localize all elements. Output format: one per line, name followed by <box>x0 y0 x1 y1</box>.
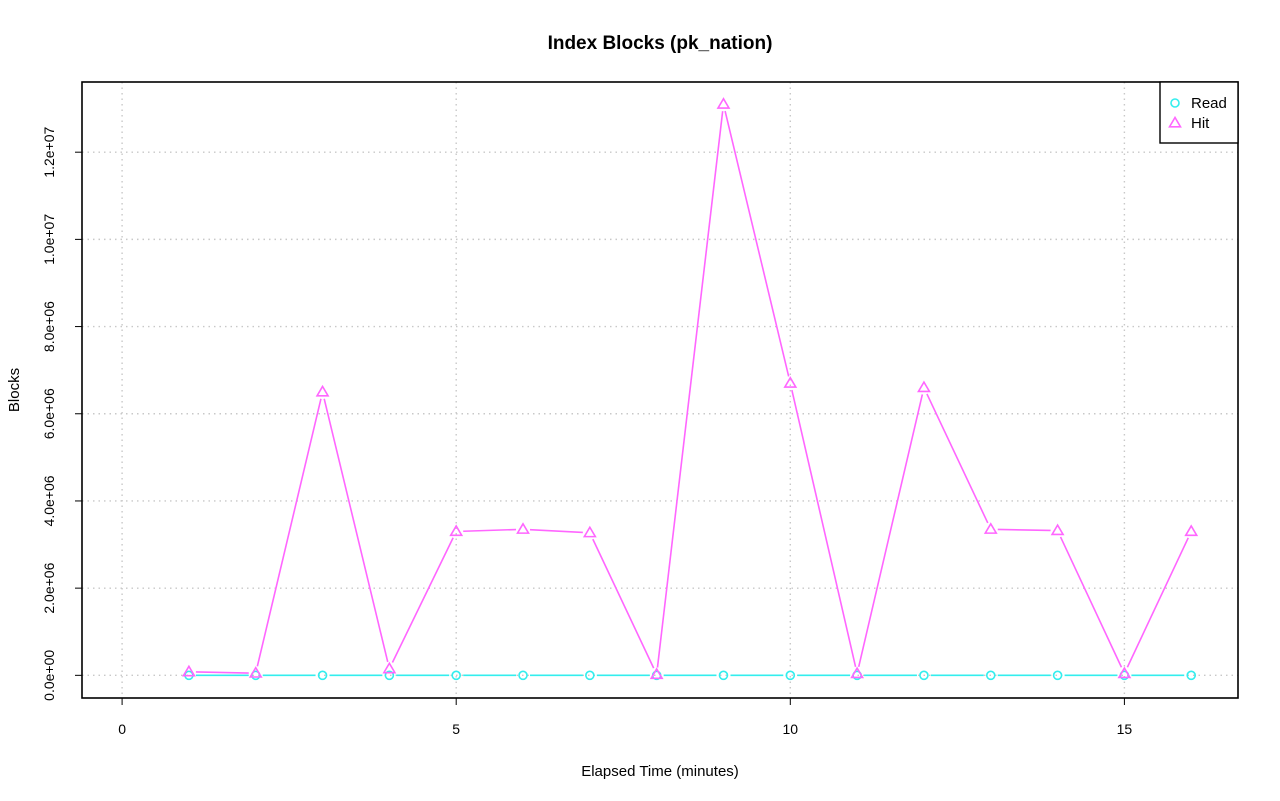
series-line-segment <box>592 538 655 669</box>
data-point-read <box>384 670 395 681</box>
series-line-segment <box>1059 536 1123 668</box>
grid <box>82 82 1238 698</box>
series-line-segment <box>463 528 517 533</box>
data-point-hit <box>783 376 798 388</box>
legend-marker-read <box>1170 98 1180 108</box>
data-point-read <box>317 670 328 681</box>
series-line-segment <box>656 111 724 668</box>
data-point-hit <box>182 664 196 677</box>
data-point-read <box>985 670 996 681</box>
y-tick-label: 2.0e+06 <box>41 562 57 613</box>
data-point-hit <box>1184 524 1199 537</box>
series-line-segment <box>529 528 583 534</box>
data-point-hit <box>850 666 865 679</box>
data-point-read <box>585 670 595 681</box>
legend-box <box>1159 81 1239 144</box>
data-point-hit <box>516 522 530 534</box>
data-point-hit <box>1117 666 1132 679</box>
plot-frame <box>81 81 1239 699</box>
series-layer <box>182 97 1199 681</box>
series-line-segment <box>926 393 989 524</box>
data-point-hit <box>582 525 597 538</box>
data-point-hit <box>382 661 397 674</box>
axes: 0 5 10 15 0.0e+00 2.0e+06 4.0e+06 6.0e+06 8.0e+0… <box>41 126 1132 737</box>
x-tick-label: 0 <box>118 721 126 737</box>
data-point-read <box>785 670 796 681</box>
data-point-read <box>518 670 528 681</box>
data-point-read <box>451 670 461 681</box>
legend-marker-hit <box>1168 115 1182 128</box>
data-point-hit <box>649 667 664 680</box>
x-tick-label: 5 <box>452 721 460 737</box>
data-point-hit <box>449 524 464 537</box>
y-tick-label: 4.0e+06 <box>41 475 57 526</box>
y-tick-label: 6.0e+06 <box>41 388 57 439</box>
y-tick-label: 1.0e+07 <box>41 214 57 265</box>
chart-title: Index Blocks (pk_nation) <box>548 33 773 54</box>
series-line-segment <box>256 398 322 667</box>
data-point-read <box>919 670 929 681</box>
data-point-hit <box>248 666 263 678</box>
y-axis-label: Blocks <box>6 368 23 412</box>
data-point-read <box>718 670 729 681</box>
x-tick-label: 15 <box>1117 721 1133 737</box>
series-line-segment <box>791 389 857 667</box>
series-line-segment <box>857 394 924 667</box>
data-point-hit <box>315 384 330 397</box>
series-line-segment <box>323 398 389 663</box>
series-line-segment <box>724 110 790 377</box>
x-tick-label: 10 <box>783 721 799 737</box>
series-line-segment <box>1126 537 1189 668</box>
data-point-read <box>1052 670 1063 681</box>
legend-label: Hit <box>1191 115 1210 132</box>
y-tick-label: 8.0e+06 <box>41 301 57 352</box>
series-line-segment <box>391 537 454 663</box>
data-point-hit <box>1050 523 1065 536</box>
y-tick-label: 1.2e+07 <box>41 126 57 177</box>
series-line-segment <box>195 671 249 674</box>
legend-label: Read <box>1191 95 1227 112</box>
series-line-segment <box>997 528 1051 532</box>
data-point-hit <box>983 522 998 534</box>
legend: Read Hit <box>1159 81 1239 144</box>
y-tick-label: 0.0e+00 <box>41 650 57 701</box>
data-point-hit <box>716 97 731 109</box>
data-point-hit <box>917 380 931 393</box>
data-point-read <box>1186 670 1197 681</box>
x-axis-label: Elapsed Time (minutes) <box>581 763 739 780</box>
